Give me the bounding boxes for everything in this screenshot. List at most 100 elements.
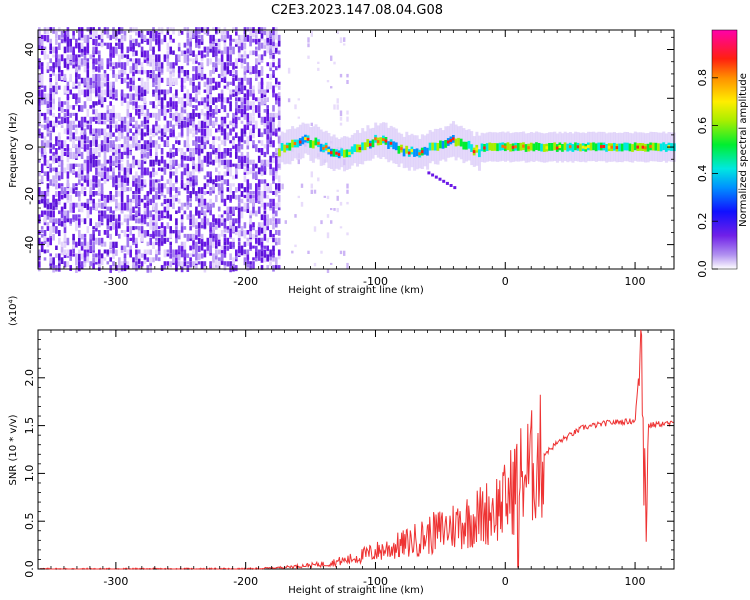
signal-peak	[615, 146, 619, 150]
noise-cell	[263, 42, 267, 49]
noise-cell	[109, 249, 112, 254]
noise-cell	[175, 253, 178, 258]
noise-cell	[200, 241, 204, 246]
noise-cell	[197, 226, 201, 233]
noise-cell	[80, 206, 84, 213]
noise-cell	[180, 226, 184, 233]
noise-cell	[307, 37, 310, 43]
noise-cell	[137, 128, 141, 136]
noise-cell	[43, 54, 47, 60]
noise-cell	[310, 31, 313, 37]
noise-cell	[252, 257, 255, 261]
noise-cell	[215, 155, 218, 163]
noise-cell	[98, 77, 101, 83]
noise-cell	[120, 265, 124, 272]
noise-cell	[212, 144, 215, 151]
noise-cell	[43, 27, 47, 34]
noise-cell	[103, 198, 107, 207]
noise-cell	[92, 54, 95, 58]
noise-cell	[58, 155, 61, 162]
noise-cell	[243, 222, 247, 229]
noise-cell	[103, 27, 107, 35]
noise-cell	[272, 58, 275, 62]
noise-cell	[175, 175, 178, 183]
noise-cell	[266, 89, 269, 93]
noise-cell	[40, 233, 44, 238]
signal-cell	[343, 149, 346, 158]
noise-cell	[220, 249, 224, 254]
noise-cell	[126, 81, 130, 89]
noise-cell	[166, 222, 170, 229]
noise-cell	[89, 148, 92, 155]
noise-cell	[272, 54, 275, 59]
noise-cell	[92, 101, 95, 108]
noise-cell	[252, 101, 255, 109]
noise-cell	[209, 187, 212, 191]
noise-cell	[112, 85, 115, 93]
noise-cell	[72, 253, 75, 257]
noise-cell	[237, 136, 241, 142]
noise-cell	[249, 191, 252, 195]
noise-cell	[58, 144, 61, 150]
noise-cell	[215, 128, 218, 133]
noise-cell	[160, 148, 164, 155]
noise-cell	[160, 175, 164, 181]
noise-cell	[155, 230, 158, 236]
noise-cell	[43, 136, 47, 143]
noise-cell	[38, 81, 41, 86]
noise-cell	[132, 124, 135, 129]
noise-cell	[197, 81, 201, 87]
noise-cell	[146, 144, 150, 151]
noise-cell	[237, 183, 241, 188]
noise-cell	[255, 183, 258, 191]
noise-cell	[80, 261, 84, 268]
noise-cell	[146, 191, 150, 197]
signal-cell	[646, 143, 650, 152]
noise-cell	[266, 31, 269, 38]
noise-cell	[163, 163, 167, 168]
noise-cell	[252, 144, 255, 149]
signal-cell	[516, 143, 520, 151]
noise-cell	[195, 222, 198, 230]
noise-cell	[146, 202, 150, 207]
noise-cell	[66, 120, 70, 129]
noise-cell	[169, 230, 172, 238]
noise-cell	[52, 46, 55, 54]
noise-cell	[266, 109, 269, 114]
noise-cell	[38, 249, 41, 257]
noise-cell	[272, 155, 275, 163]
signal-cell	[309, 140, 313, 148]
noise-cell	[157, 230, 161, 237]
noise-cell	[237, 81, 241, 88]
noise-cell	[269, 116, 272, 123]
noise-cell	[339, 201, 343, 206]
noise-cell	[249, 194, 252, 199]
noise-cell	[160, 265, 164, 271]
noise-cell	[140, 105, 144, 114]
noise-cell	[223, 233, 227, 238]
noise-cell	[109, 62, 112, 67]
noise-cell	[266, 183, 269, 187]
noise-cell	[112, 222, 115, 230]
noise-cell	[272, 198, 275, 207]
noise-cell	[166, 136, 170, 140]
noise-cell	[146, 167, 150, 176]
noise-cell	[78, 140, 81, 148]
noise-cell	[209, 210, 212, 216]
noise-cell	[189, 155, 192, 162]
noise-cell	[120, 46, 124, 54]
noise-cell	[209, 105, 212, 113]
noise-cell	[275, 42, 278, 48]
noise-cell	[72, 54, 75, 63]
noise-cell	[106, 206, 110, 211]
noise-cell	[232, 120, 235, 128]
noise-cell	[266, 249, 269, 255]
noise-cell	[86, 70, 90, 78]
noise-cell	[46, 222, 50, 226]
noise-cell	[40, 73, 44, 81]
noise-cell	[135, 191, 138, 195]
noise-cell	[52, 105, 55, 110]
signal-peak	[337, 152, 341, 156]
noise-cell	[66, 54, 70, 60]
noise-cell	[55, 50, 58, 58]
